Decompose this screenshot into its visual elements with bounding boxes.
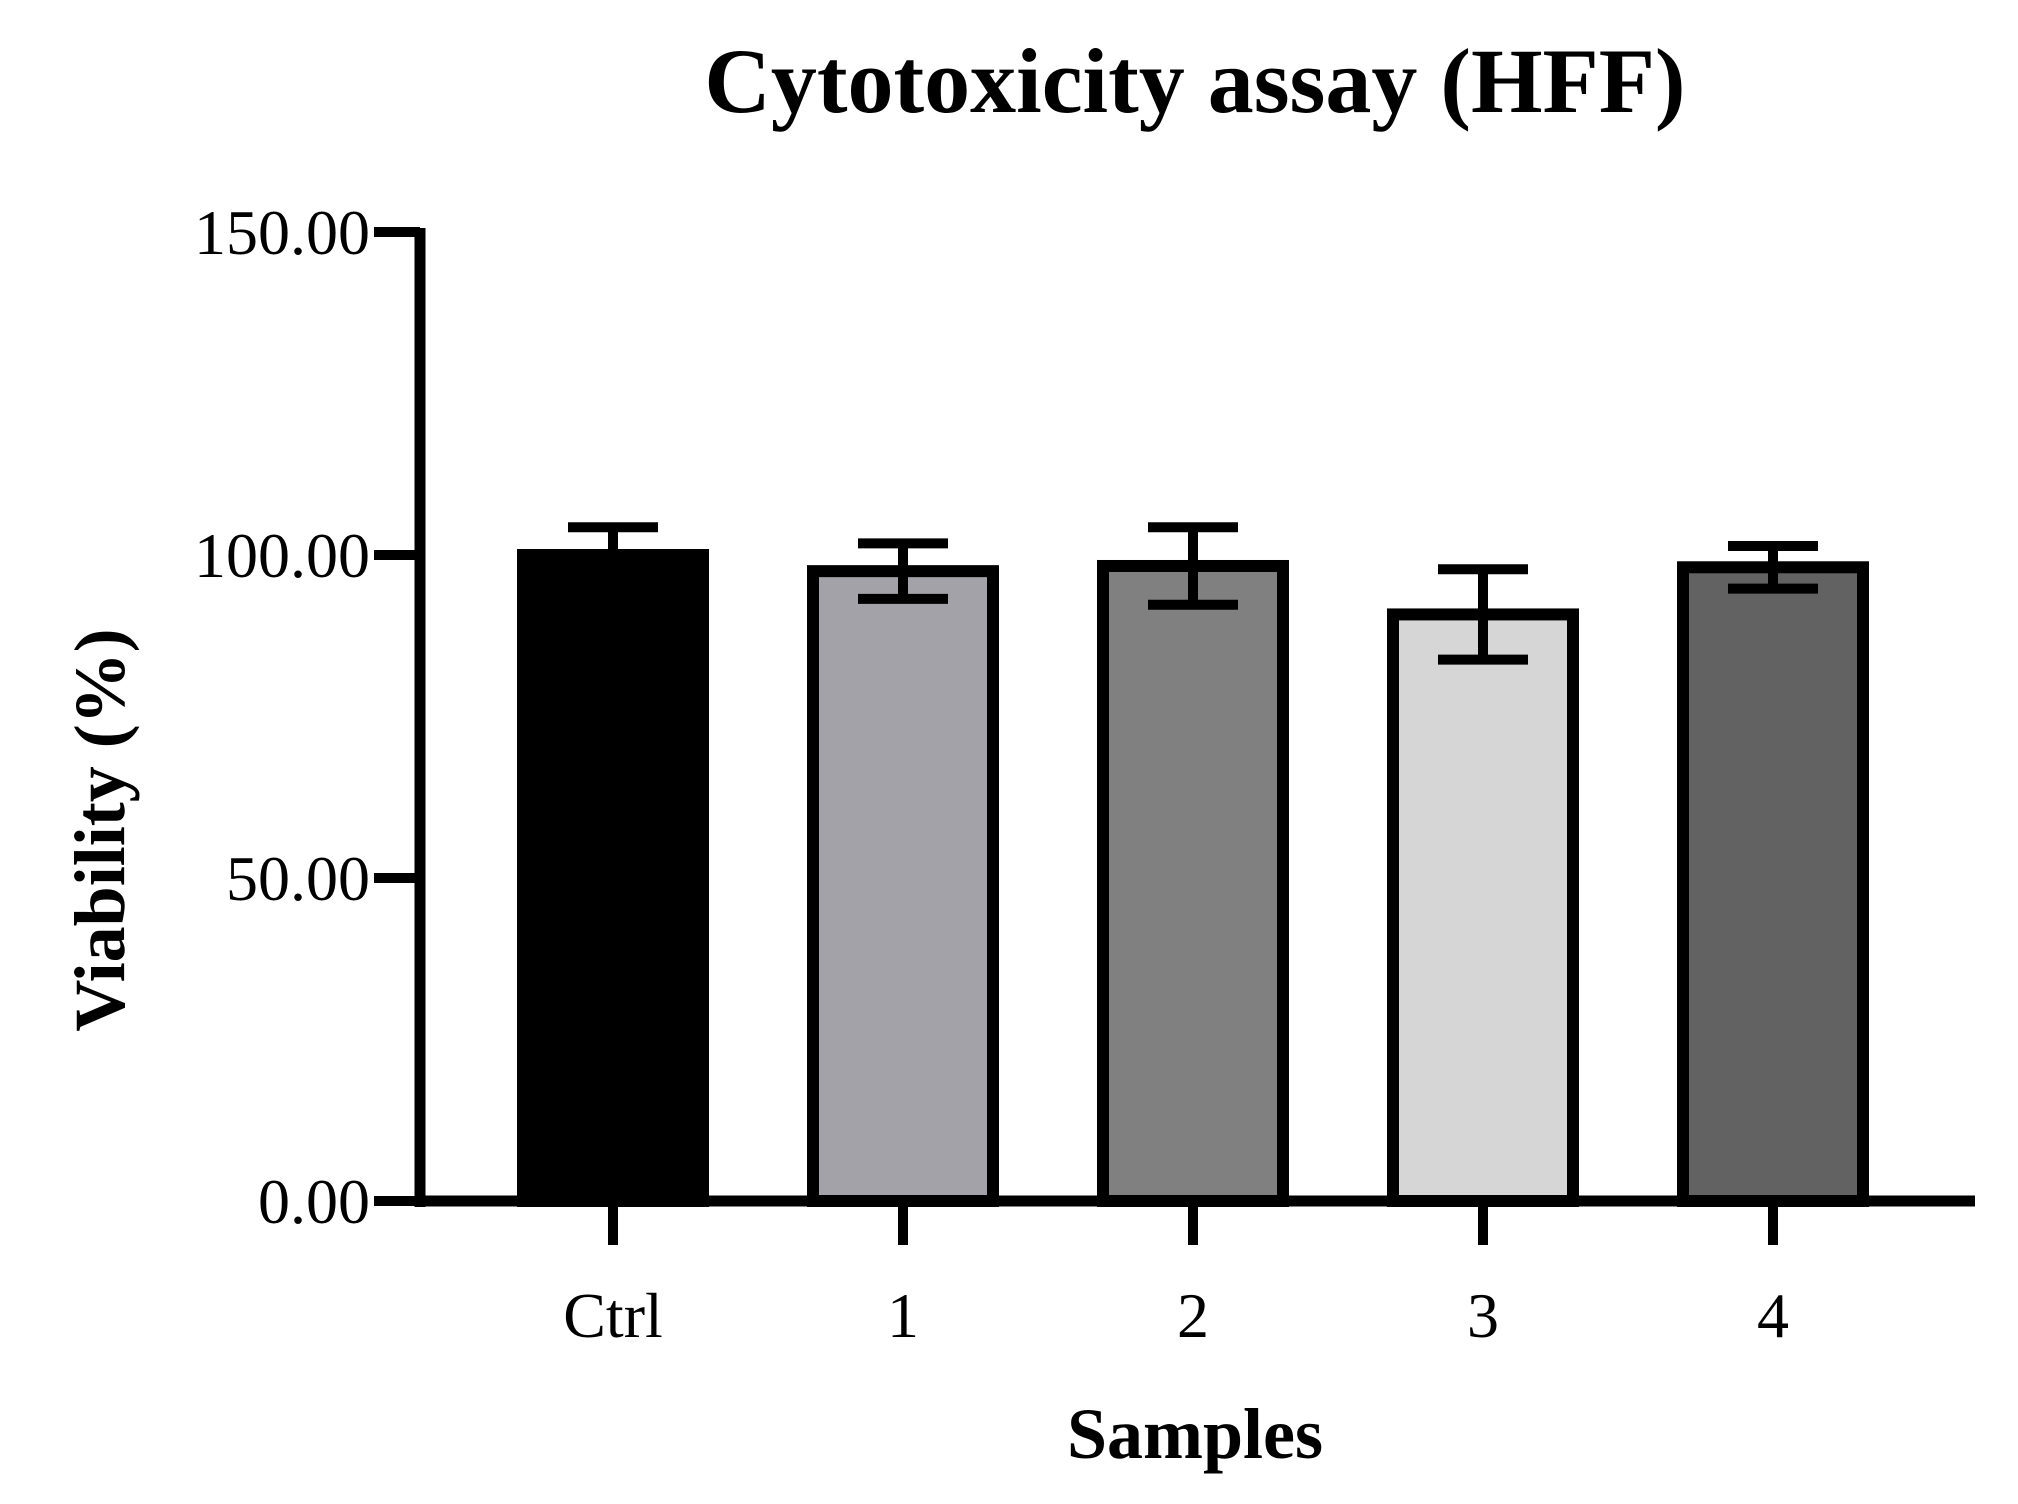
x-tick-label-ctrl: Ctrl xyxy=(563,1280,663,1351)
bar-3 xyxy=(1387,608,1579,1207)
bar-4 xyxy=(1677,561,1869,1207)
y-tick-label-50: 50.00 xyxy=(226,843,370,914)
y-tick-label-150: 150.00 xyxy=(194,197,370,268)
chart-title: Cytotoxicity assay (HFF) xyxy=(704,30,1685,132)
bar-1 xyxy=(807,565,999,1207)
y-axis-label: Viability (%) xyxy=(60,628,140,1031)
bar-2 xyxy=(1097,559,1289,1207)
y-tick-label-100: 100.00 xyxy=(194,520,370,591)
x-axis-label: Samples xyxy=(1067,1394,1323,1474)
x-tick-label-1: 1 xyxy=(887,1280,919,1351)
x-tick-label-2: 2 xyxy=(1177,1280,1209,1351)
x-tick-label-3: 3 xyxy=(1467,1280,1499,1351)
y-tick-label-0: 0.00 xyxy=(258,1166,370,1237)
bar-ctrl xyxy=(517,549,709,1207)
x-tick-label-4: 4 xyxy=(1757,1280,1789,1351)
plot-area: 0.00 50.00 100.00 150.00 Ctrl 1 2 3 4 xyxy=(194,197,1975,1351)
